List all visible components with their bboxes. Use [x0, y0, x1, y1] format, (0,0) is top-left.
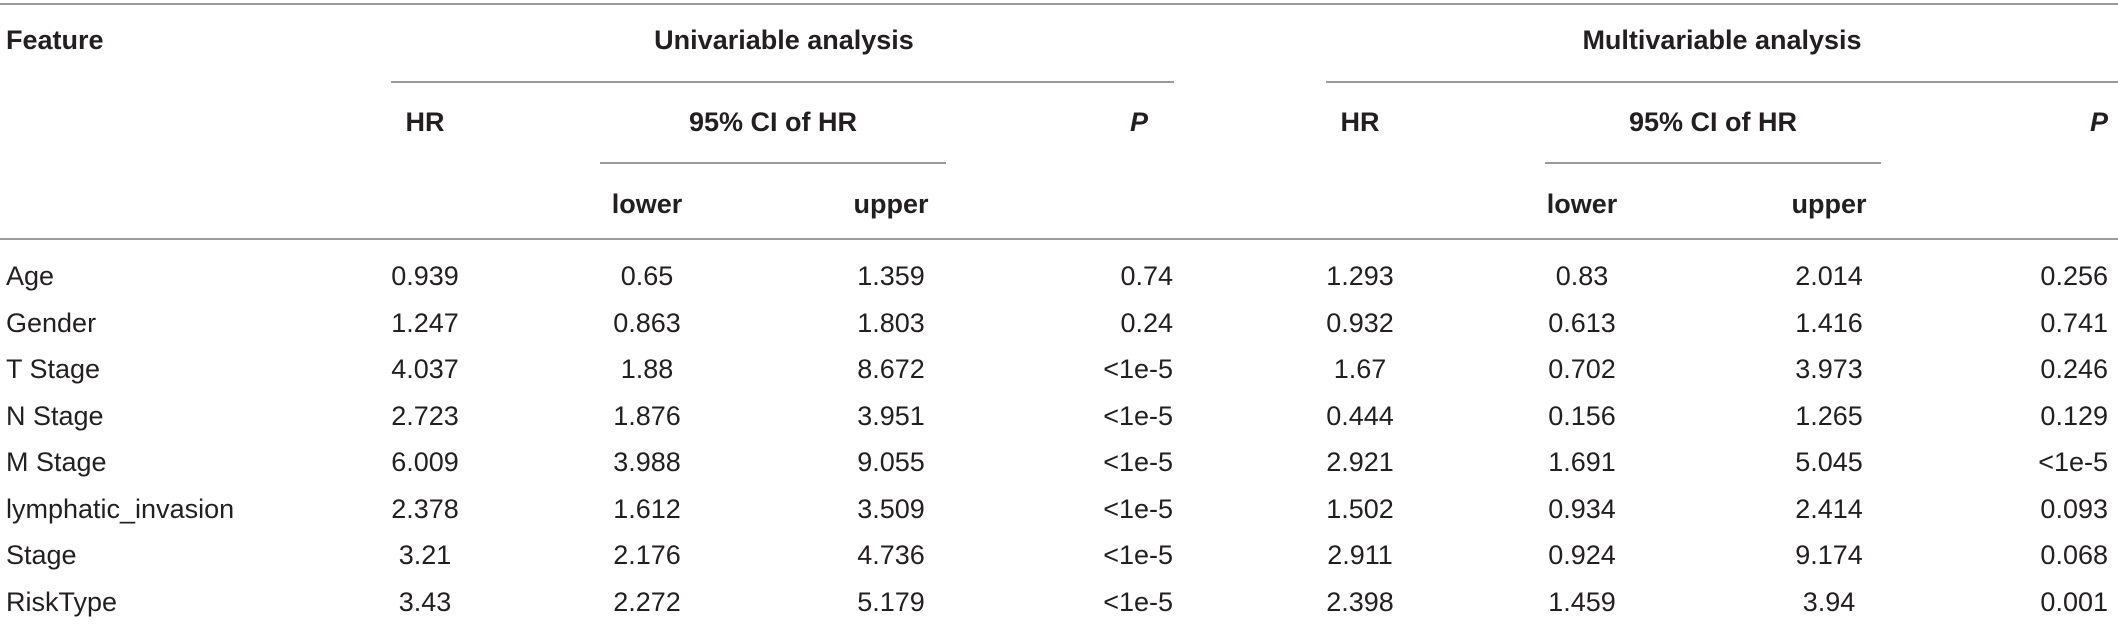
- cell-u-upper: 9.055: [857, 447, 925, 477]
- cell-u-upper: 3.509: [857, 493, 925, 524]
- cell-m-p: 0.129: [2040, 400, 2108, 431]
- header-univariable-upper: upper: [853, 189, 929, 219]
- cell-m-p: 0.741: [2040, 307, 2108, 338]
- row-feature-label: N Stage: [6, 400, 104, 431]
- header-multivariable-hr: HR: [1340, 107, 1380, 137]
- row-feature-label: Age: [6, 261, 55, 291]
- cell-m-lower: 1.459: [1548, 586, 1616, 617]
- row-feature-label: T Stage: [6, 354, 101, 384]
- cell-m-lower: 0.702: [1548, 354, 1616, 384]
- header-multivariable-upper: upper: [1791, 189, 1867, 219]
- cell-m-lower: 0.934: [1548, 493, 1616, 524]
- cell-m-upper: 3.973: [1795, 354, 1863, 384]
- multivariable-ci-rule: [1545, 162, 1881, 164]
- cell-u-hr: 1.247: [391, 307, 459, 338]
- cell-u-hr: 2.378: [391, 493, 459, 524]
- cell-u-hr: 2.723: [391, 400, 459, 431]
- cell-m-upper: 9.174: [1795, 540, 1863, 570]
- cell-u-p: <1e-5: [1103, 354, 1173, 384]
- cell-m-upper: 2.414: [1795, 493, 1863, 524]
- cell-u-upper: 1.803: [857, 307, 925, 338]
- cell-m-p: 0.001: [2040, 586, 2108, 617]
- univariable-group-rule: [391, 81, 1174, 83]
- cell-u-lower: 0.65: [620, 261, 674, 291]
- cell-u-lower: 0.863: [613, 307, 681, 338]
- cell-u-p: <1e-5: [1103, 447, 1173, 477]
- cell-u-upper: 1.359: [857, 261, 925, 291]
- cell-u-p: 0.74: [1120, 261, 1173, 291]
- cell-u-p: 0.24: [1120, 307, 1173, 338]
- header-multivariable-ci: 95% CI of HR: [1628, 107, 1798, 137]
- cell-u-hr: 4.037: [391, 354, 459, 384]
- multivariable-group-rule: [1326, 81, 2118, 83]
- cell-u-p: <1e-5: [1103, 586, 1173, 617]
- cell-u-lower: 1.876: [613, 400, 681, 431]
- cell-m-lower: 0.924: [1548, 540, 1616, 570]
- cell-m-hr: 1.67: [1333, 354, 1387, 384]
- cell-m-p: 0.093: [2040, 493, 2108, 524]
- header-multivariable-p: P: [2089, 107, 2108, 137]
- cell-u-hr: 0.939: [391, 261, 459, 291]
- row-feature-label: Gender: [6, 307, 97, 338]
- cell-u-upper: 3.951: [857, 400, 925, 431]
- row-feature-label: RiskType: [6, 586, 118, 617]
- cell-u-hr: 3.43: [398, 586, 452, 617]
- cell-m-lower: 0.156: [1548, 400, 1616, 431]
- row-feature-label: Stage: [6, 540, 77, 570]
- univariable-ci-rule: [600, 162, 946, 164]
- header-univariable-ci: 95% CI of HR: [688, 107, 858, 137]
- header-multivariable: Multivariable analysis: [1582, 25, 1862, 55]
- cell-m-hr: 0.932: [1326, 307, 1394, 338]
- row-feature-label: lymphatic_invasion: [6, 493, 235, 524]
- header-univariable-hr: HR: [405, 107, 445, 137]
- cell-m-hr: 2.921: [1326, 447, 1394, 477]
- cell-m-lower: 0.613: [1548, 307, 1616, 338]
- cell-m-upper: 2.014: [1795, 261, 1863, 291]
- cell-u-lower: 2.272: [613, 586, 681, 617]
- cell-m-hr: 0.444: [1326, 400, 1394, 431]
- cell-m-hr: 2.911: [1327, 540, 1393, 570]
- cell-u-hr: 3.21: [398, 540, 452, 570]
- header-multivariable-lower: lower: [1546, 189, 1618, 219]
- cell-m-lower: 0.83: [1555, 261, 1609, 291]
- header-feature: Feature: [6, 25, 104, 55]
- cell-u-hr: 6.009: [391, 447, 459, 477]
- cell-m-lower: 1.691: [1548, 447, 1616, 477]
- cell-u-upper: 5.179: [857, 586, 925, 617]
- cell-m-p: <1e-5: [2038, 447, 2108, 477]
- cell-m-hr: 2.398: [1326, 586, 1394, 617]
- cell-u-lower: 3.988: [613, 447, 681, 477]
- top-rule: [0, 3, 2118, 5]
- header-univariable: Univariable analysis: [654, 25, 914, 55]
- header-univariable-lower: lower: [611, 189, 683, 219]
- cell-m-p: 0.068: [2040, 540, 2108, 570]
- cell-u-upper: 8.672: [857, 354, 925, 384]
- cell-m-p: 0.256: [2040, 261, 2108, 291]
- cell-m-upper: 1.416: [1795, 307, 1863, 338]
- cell-u-lower: 1.612: [613, 493, 681, 524]
- cell-m-upper: 3.94: [1802, 586, 1856, 617]
- cell-u-lower: 2.176: [613, 540, 681, 570]
- cell-u-p: <1e-5: [1103, 400, 1173, 431]
- cell-m-upper: 5.045: [1795, 447, 1863, 477]
- cell-m-upper: 1.265: [1795, 400, 1863, 431]
- cell-m-p: 0.246: [2040, 354, 2108, 384]
- cell-u-lower: 1.88: [620, 354, 674, 384]
- header-univariable-p: P: [1129, 107, 1148, 137]
- cell-u-p: <1e-5: [1103, 540, 1173, 570]
- cell-m-hr: 1.502: [1326, 493, 1394, 524]
- cell-u-p: <1e-5: [1103, 493, 1173, 524]
- cell-m-hr: 1.293: [1326, 261, 1394, 291]
- row-feature-label: M Stage: [6, 447, 107, 477]
- cell-u-upper: 4.736: [857, 540, 925, 570]
- header-bottom-rule: [0, 238, 2118, 240]
